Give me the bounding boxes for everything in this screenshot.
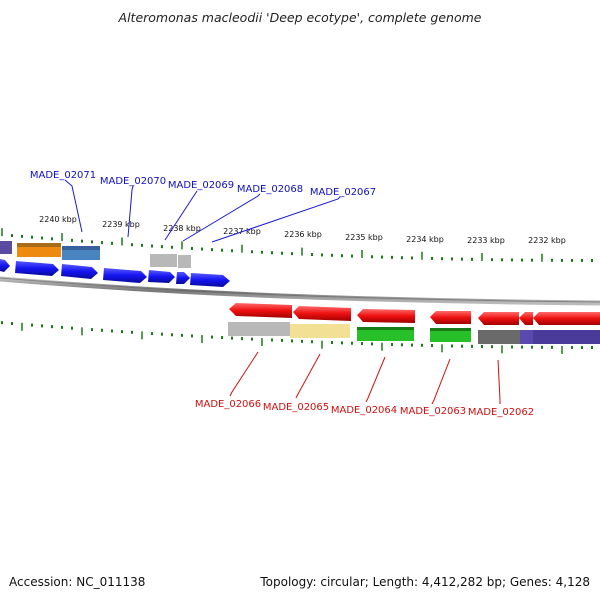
accession-text: Accession: NC_011138: [9, 575, 146, 589]
gene-label-reverse[interactable]: MADE_02063: [400, 406, 466, 417]
forward-gene-arrow[interactable]: [148, 270, 175, 283]
forward-gene-arrow[interactable]: [15, 261, 59, 276]
gene-label-forward[interactable]: MADE_02069: [168, 180, 234, 191]
reverse-gene-arrow[interactable]: [533, 312, 600, 325]
scale-label: 2238 kbp: [163, 224, 201, 233]
scale-label: 2239 kbp: [102, 220, 140, 229]
gene-label-forward[interactable]: MADE_02071: [30, 170, 96, 181]
scale-label: 2233 kbp: [467, 236, 505, 245]
gene-label-reverse[interactable]: MADE_02062: [468, 407, 534, 418]
scale-label: 2236 kbp: [284, 230, 322, 239]
forward-gene-arrow[interactable]: [190, 273, 230, 287]
reverse-gene-arrow[interactable]: [293, 306, 351, 321]
reverse-gene-arrow[interactable]: [357, 309, 415, 323]
forward-gene-arrow[interactable]: [103, 268, 147, 283]
map-title: Alteromonas macleodii 'Deep ecotype', co…: [118, 10, 482, 25]
forward-label-leaders: [64, 179, 341, 243]
inner-scale-ticks: [1, 321, 593, 354]
gene-label-forward[interactable]: MADE_02070: [100, 176, 166, 187]
forward-gene-arrow[interactable]: [0, 259, 10, 272]
forward-gene-arrow[interactable]: [176, 272, 190, 284]
reverse-gene-arrows: [229, 303, 600, 325]
reverse-gene-arrow[interactable]: [430, 311, 471, 324]
gene-label-reverse[interactable]: MADE_02066: [195, 399, 261, 410]
scale-label: 2232 kbp: [528, 236, 566, 245]
gene-label-forward[interactable]: MADE_02067: [310, 187, 376, 198]
reverse-feature-band: [228, 322, 600, 344]
forward-gene-arrow[interactable]: [61, 264, 98, 279]
outer-scale-ticks: [1, 228, 593, 262]
gene-label-reverse[interactable]: MADE_02064: [331, 405, 397, 416]
reverse-gene-arrow[interactable]: [229, 303, 292, 318]
topology-text: Topology: circular; Length: 4,412,282 bp…: [260, 575, 590, 589]
backbone-arc: [0, 276, 600, 306]
forward-feature-band: [0, 241, 191, 268]
scale-label: 2240 kbp: [39, 215, 77, 224]
reverse-gene-arrow[interactable]: [519, 312, 533, 325]
forward-gene-arrows: [0, 259, 230, 287]
scale-label: 2235 kbp: [345, 233, 383, 242]
gene-label-forward[interactable]: MADE_02068: [237, 184, 303, 195]
scale-label: 2234 kbp: [406, 235, 444, 244]
reverse-label-leaders: [229, 351, 501, 405]
reverse-gene-arrow[interactable]: [478, 312, 519, 325]
gene-label-reverse[interactable]: MADE_02065: [263, 402, 329, 413]
